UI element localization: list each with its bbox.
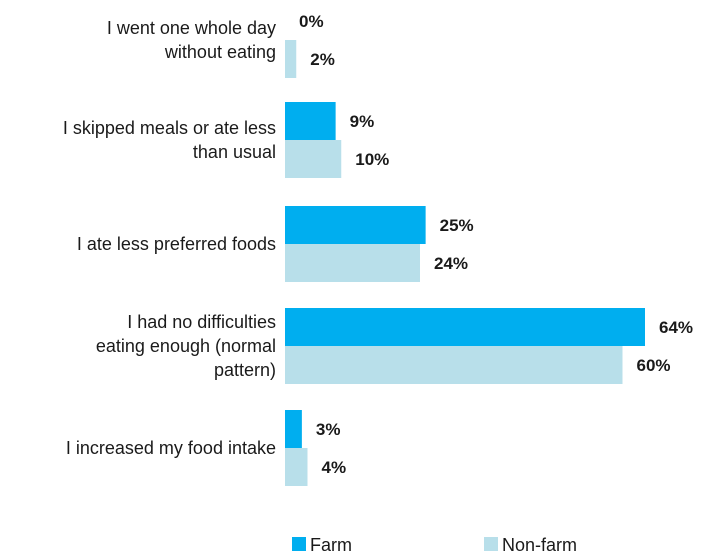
bar-non-farm (285, 448, 308, 486)
category-label: I increased my food intake (66, 438, 276, 458)
category-label: I ate less preferred foods (77, 234, 276, 254)
bar-farm (285, 410, 302, 448)
category-label: I went one whole day without eating (107, 18, 276, 62)
legend-swatch (484, 537, 498, 551)
bar-farm (285, 308, 645, 346)
data-label: 9% (350, 112, 375, 131)
data-label: 60% (637, 356, 671, 375)
category-label: I had no difficulties eating enough (norm… (96, 312, 276, 380)
labels-layer: I went one whole day without eating 0% 2% I … (63, 12, 693, 477)
bar-non-farm (285, 140, 342, 178)
category-label-line: I ate less preferred foods (77, 234, 276, 254)
data-label: 0% (299, 12, 324, 31)
category-label-line: I skipped meals or ate less (63, 118, 276, 138)
legend-swatch (292, 537, 306, 551)
legend-label: Farm (310, 535, 352, 553)
legend-label: Non-farm (502, 535, 577, 553)
data-label: 3% (316, 420, 341, 439)
category-label-line: than usual (193, 142, 276, 162)
category-label-line: eating enough (normal (96, 336, 276, 356)
bar-farm (285, 102, 336, 140)
bars-layer (285, 40, 645, 486)
bar-non-farm (285, 244, 420, 282)
category-label: I skipped meals or ate less than usual (63, 118, 276, 162)
data-label: 64% (659, 318, 693, 337)
legend: Farm Non-farm (292, 535, 577, 555)
data-label: 10% (355, 150, 389, 169)
category-label-line: without eating (164, 42, 276, 62)
category-label-line: I increased my food intake (66, 438, 276, 458)
data-label: 2% (310, 50, 335, 69)
category-label-line: I went one whole day (107, 18, 276, 38)
data-label: 4% (322, 458, 347, 477)
data-label: 24% (434, 254, 468, 273)
bar-non-farm (285, 346, 623, 384)
data-label: 25% (440, 216, 474, 235)
category-label-line: pattern) (214, 360, 276, 380)
category-label-line: I had no difficulties (127, 312, 276, 332)
bar-farm (285, 206, 426, 244)
bar-non-farm (285, 40, 297, 78)
